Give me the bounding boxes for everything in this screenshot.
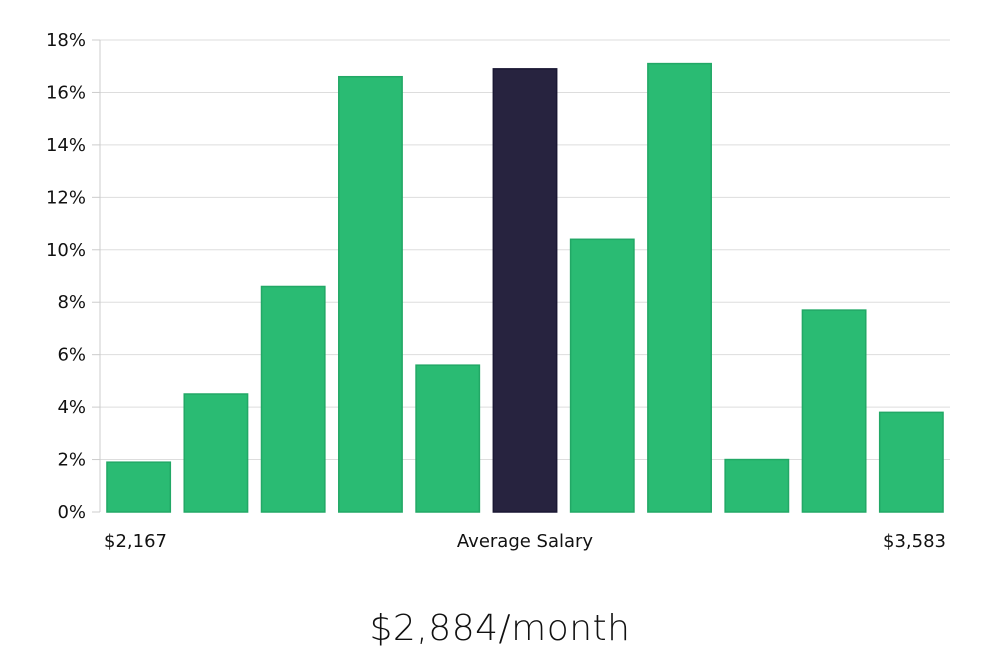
y-tick-label: 6% <box>57 345 86 366</box>
y-axis-ticks: 0% 2% 4% 6% 8% 10% 12% 14% 16% 18% <box>46 30 100 523</box>
y-tick-label: 4% <box>57 397 86 418</box>
bar <box>106 461 172 513</box>
y-tick-label: 8% <box>57 292 86 313</box>
average-salary-value: $2,884/month <box>369 608 631 649</box>
bars <box>106 62 944 513</box>
bar <box>801 309 867 513</box>
x-label-min: $2,167 <box>104 531 167 552</box>
bar-average <box>492 68 558 513</box>
y-tick-label: 18% <box>46 30 86 51</box>
bar <box>260 285 326 513</box>
bar <box>415 364 481 513</box>
y-tick-label: 12% <box>46 187 86 208</box>
bar <box>338 75 403 513</box>
y-tick-label: 2% <box>57 450 86 471</box>
bar <box>724 458 790 513</box>
y-tick-label: 0% <box>57 502 86 523</box>
x-label-max: $3,583 <box>883 531 946 552</box>
bar <box>569 238 635 513</box>
bar <box>878 411 944 513</box>
bar <box>647 62 712 513</box>
y-tick-label: 10% <box>46 240 86 261</box>
y-tick-label: 16% <box>46 82 86 103</box>
y-tick-label: 14% <box>46 135 86 156</box>
salary-distribution-chart: 0% 2% 4% 6% 8% 10% 12% 14% 16% 18% $2,167 Average… <box>46 30 950 552</box>
bar <box>183 393 249 513</box>
x-label-average: Average Salary <box>457 531 594 552</box>
